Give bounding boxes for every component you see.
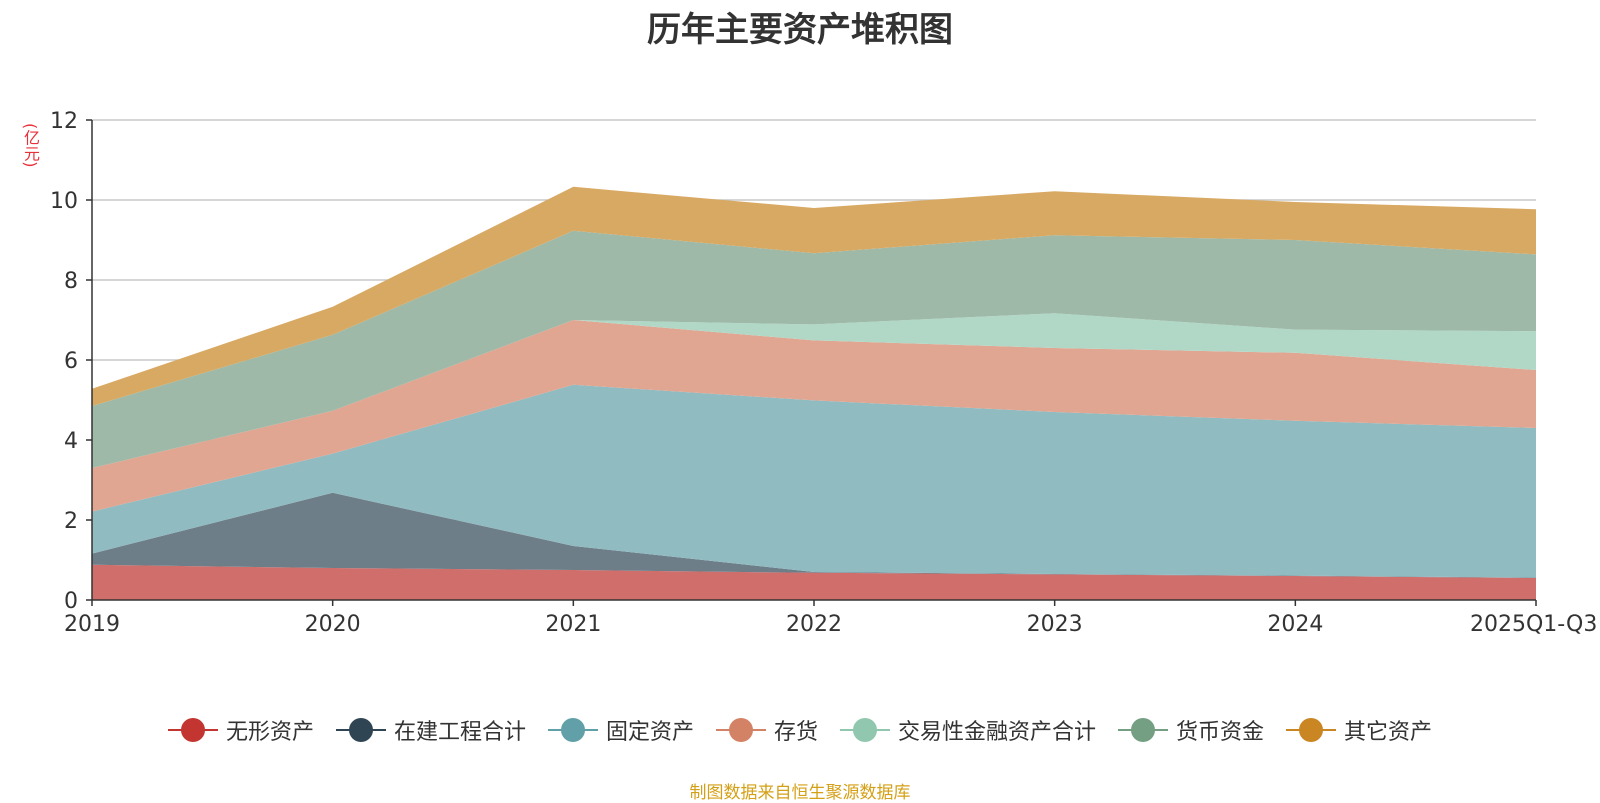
legend-label-5: 货币资金 (1176, 720, 1265, 745)
legend-label-1: 在建工程合计 (393, 720, 526, 745)
legend-marker-icon (167, 717, 218, 743)
x-tick-labels: 2019 2020 2021 2022 2023 2024 2025Q1-Q3 (64, 600, 1597, 637)
y-axis-unit: (亿元) (21, 123, 40, 168)
legend-label-4: 交易性金融资产合计 (898, 720, 1097, 745)
x-tick-label-0: 2019 (64, 612, 120, 637)
legend-marker-icon (1118, 717, 1169, 743)
area-series-0[interactable] (92, 564, 1536, 600)
y-tick-labels: 0 2 4 6 8 10 12 (50, 109, 92, 614)
area-layers (92, 186, 1536, 600)
legend-marker-icon (547, 717, 598, 743)
y-tick-label-1: 2 (64, 509, 78, 534)
y-tick-label-3: 6 (64, 349, 78, 374)
x-tick-label-2: 2021 (545, 612, 601, 637)
area-series-6[interactable] (92, 186, 1536, 406)
y-tick-label-5: 10 (50, 189, 78, 214)
legend-item-3[interactable]: 存货 (715, 714, 818, 746)
legend: 无形资产 在建工程合计 固定资产 存货 交易性金融资产合计 货币资金 其它资产 (0, 714, 1600, 746)
y-tick-label-0: 0 (64, 589, 78, 614)
x-tick-label-1: 2020 (305, 612, 361, 637)
legend-item-1[interactable]: 在建工程合计 (335, 714, 526, 746)
y-tick-label-4: 8 (64, 269, 78, 294)
legend-marker-icon (715, 717, 766, 743)
legend-label-0: 无形资产 (225, 720, 314, 745)
legend-marker-icon (1286, 717, 1337, 743)
y-tick-label-6: 12 (50, 109, 78, 134)
data-source-note: 制图数据来自恒生聚源数据库 (689, 783, 911, 803)
legend-label-2: 固定资产 (605, 720, 694, 745)
legend-marker-icon (335, 717, 386, 743)
area-series-2[interactable] (92, 384, 1536, 578)
x-tick-label-4: 2023 (1027, 612, 1083, 637)
legend-item-2[interactable]: 固定资产 (547, 714, 694, 746)
chart-title: 历年主要资产堆积图 (647, 10, 953, 50)
y-tick-label-2: 4 (64, 429, 78, 454)
x-tick-label-5: 2024 (1267, 612, 1323, 637)
x-tick-label-3: 2022 (786, 612, 842, 637)
legend-item-4[interactable]: 交易性金融资产合计 (840, 714, 1096, 746)
x-tick-label-6: 2025Q1-Q3 (1470, 612, 1597, 637)
area-series-5[interactable] (92, 230, 1536, 468)
legend-label-3: 存货 (773, 720, 818, 745)
area-series-1[interactable] (92, 492, 1536, 578)
stacked-area-chart: 0 2 4 6 8 10 12 2019 2020 2021 2022 2023 2024 2025Q1… (50, 109, 1597, 637)
legend-label-6: 其它资产 (1344, 720, 1433, 745)
legend-item-6[interactable]: 其它资产 (1286, 714, 1432, 746)
area-series-3[interactable] (92, 320, 1536, 512)
legend-item-5[interactable]: 货币资金 (1118, 714, 1264, 746)
legend-item-0[interactable]: 无形资产 (167, 714, 314, 746)
legend-marker-icon (840, 717, 890, 743)
